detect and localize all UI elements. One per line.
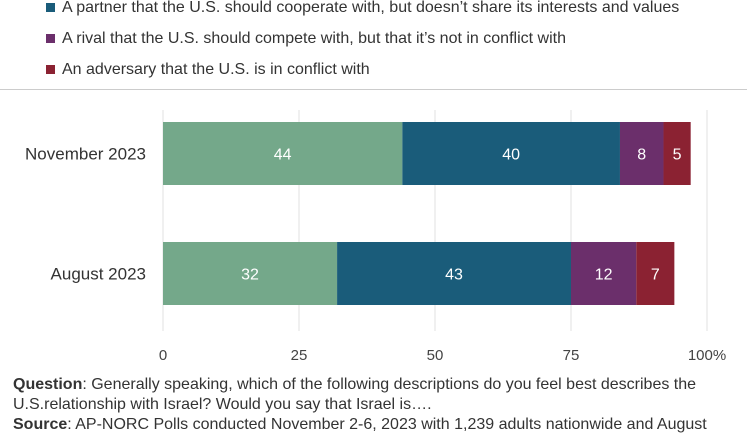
legend-item-partner: A partner that the U.S. should cooperate… <box>46 0 679 23</box>
stacked-bar-chart: 0 25 50 75 100% November 2023 44 40 8 5 August 202… <box>25 110 726 364</box>
data-label-1-2: 12 <box>595 267 613 284</box>
source-text: : AP-NORC Polls conducted November 2-6, … <box>67 416 707 433</box>
question-text: : Generally speaking, which of the follo… <box>13 376 697 413</box>
x-tick-label-75: 75 <box>563 347 580 364</box>
bar-segment-0-1 <box>402 122 620 185</box>
x-tick-label-25: 25 <box>291 347 308 364</box>
bar-segment-1-2 <box>571 242 637 305</box>
legend-item-rival: A rival that the U.S. should compete wit… <box>46 23 679 54</box>
legend: A partner that the U.S. should cooperate… <box>46 0 679 85</box>
x-tick-label-100: 100% <box>688 347 726 364</box>
data-label-0-1: 40 <box>502 147 520 164</box>
legend-label-partner: A partner that the U.S. should cooperate… <box>62 0 680 16</box>
legend-swatch-rival <box>46 34 55 43</box>
category-label-0: November 2023 <box>25 145 146 164</box>
bar-segment-0-0 <box>163 122 403 185</box>
legend-swatch-adversary <box>46 65 55 74</box>
chart-footer: Question: Generally speaking, which of t… <box>13 375 743 435</box>
x-tick-label-50: 50 <box>427 347 444 364</box>
bar-segment-0-2 <box>619 122 664 185</box>
legend-label-rival: A rival that the U.S. should compete wit… <box>62 29 566 47</box>
legend-label-adversary: An adversary that the U.S. is in conflic… <box>62 60 370 78</box>
category-label-1: August 2023 <box>51 265 146 284</box>
data-label-0-2: 8 <box>637 147 646 164</box>
legend-item-adversary: An adversary that the U.S. is in conflic… <box>46 54 679 85</box>
legend-divider <box>0 89 747 90</box>
bar-segment-1-0 <box>163 242 338 305</box>
bar-segment-1-1 <box>337 242 571 305</box>
data-label-1-1: 43 <box>445 267 463 284</box>
bar-segment-0-3 <box>663 122 691 185</box>
question-label: Question <box>13 376 83 393</box>
x-tick-label-0: 0 <box>159 347 167 364</box>
data-label-0-3: 5 <box>673 147 682 164</box>
question-line: Question: Generally speaking, which of t… <box>13 375 743 415</box>
bar-segment-1-3 <box>636 242 675 305</box>
source-line: Source: AP-NORC Polls conducted November… <box>13 415 743 435</box>
data-label-1-0: 32 <box>241 267 259 284</box>
data-label-0-0: 44 <box>274 147 292 164</box>
legend-swatch-partner <box>46 3 55 12</box>
source-label: Source <box>13 416 68 433</box>
data-label-1-3: 7 <box>651 267 660 284</box>
